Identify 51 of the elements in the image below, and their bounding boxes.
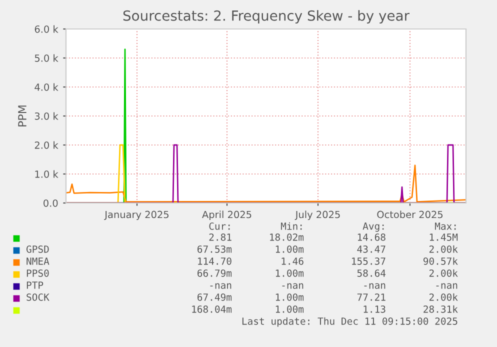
text: 67.53m [198,245,232,253]
text: Avg: [362,222,384,232]
y-tick-label: 4.0 k [34,83,58,91]
text: 66.79m [198,269,232,277]
text: Max: [434,222,456,230]
x-tick-label: April 2025 [202,210,252,220]
text: 2.00k [429,293,458,301]
legend-label: PTP [26,282,44,289]
text: 1.13 [364,305,386,313]
text: 2.00k [429,245,458,253]
x-tick-label: January 2025 [104,210,168,220]
text: Last update: Thu Dec 11 09:15:00 2025 [242,317,458,327]
legend-label: NMEA [26,258,50,265]
y-tick-label: 3.0 k [34,112,58,120]
text: Cur: [209,222,230,230]
text: 2.81 [209,233,232,241]
text: 1.00m [276,293,304,301]
y-tick-label: 1.0 k [35,170,58,178]
legend-label: PPS0 [26,269,49,277]
y-tick-label: 2.0 k [34,141,58,149]
y-tick-label: 0.0 [44,199,58,207]
text: 1.45M [430,234,458,241]
text: 43.47 [357,245,386,253]
text: -nan [282,283,304,289]
text: 114.70 [198,257,232,265]
x-tick-label: July 2025 [294,210,340,220]
legend-label: GPSD [26,245,49,253]
text: 14.68 [358,233,386,241]
chart-title: Sourcestats: 2. Frequency Skew - by year [123,10,410,24]
text: -nan [436,283,458,289]
text: 18.02m [270,233,304,241]
legend-label: SOCK [26,293,50,301]
text: 1.00m [276,305,304,313]
text: 1.00m [276,245,304,253]
text: 67.49m [198,293,232,301]
text: -nan [364,283,386,289]
text: 58.64 [357,269,386,277]
text: 2.00k [429,269,458,277]
text: 1.00m [276,269,304,277]
text: 90.57k [423,257,458,265]
y-tick-label: 5.0 k [34,54,58,62]
x-tick-label: October 2025 [377,210,443,218]
text: 77.21 [357,293,386,301]
text: Min: [280,222,302,230]
text: 155.37 [352,257,386,265]
text: 168.04m [192,305,232,313]
text: -nan [210,283,232,289]
text: 28.31k [424,305,458,313]
y-tick-label: 6.0 k [34,25,58,33]
text: 1.46 [282,257,304,265]
y-axis-title: PPM [18,106,26,126]
